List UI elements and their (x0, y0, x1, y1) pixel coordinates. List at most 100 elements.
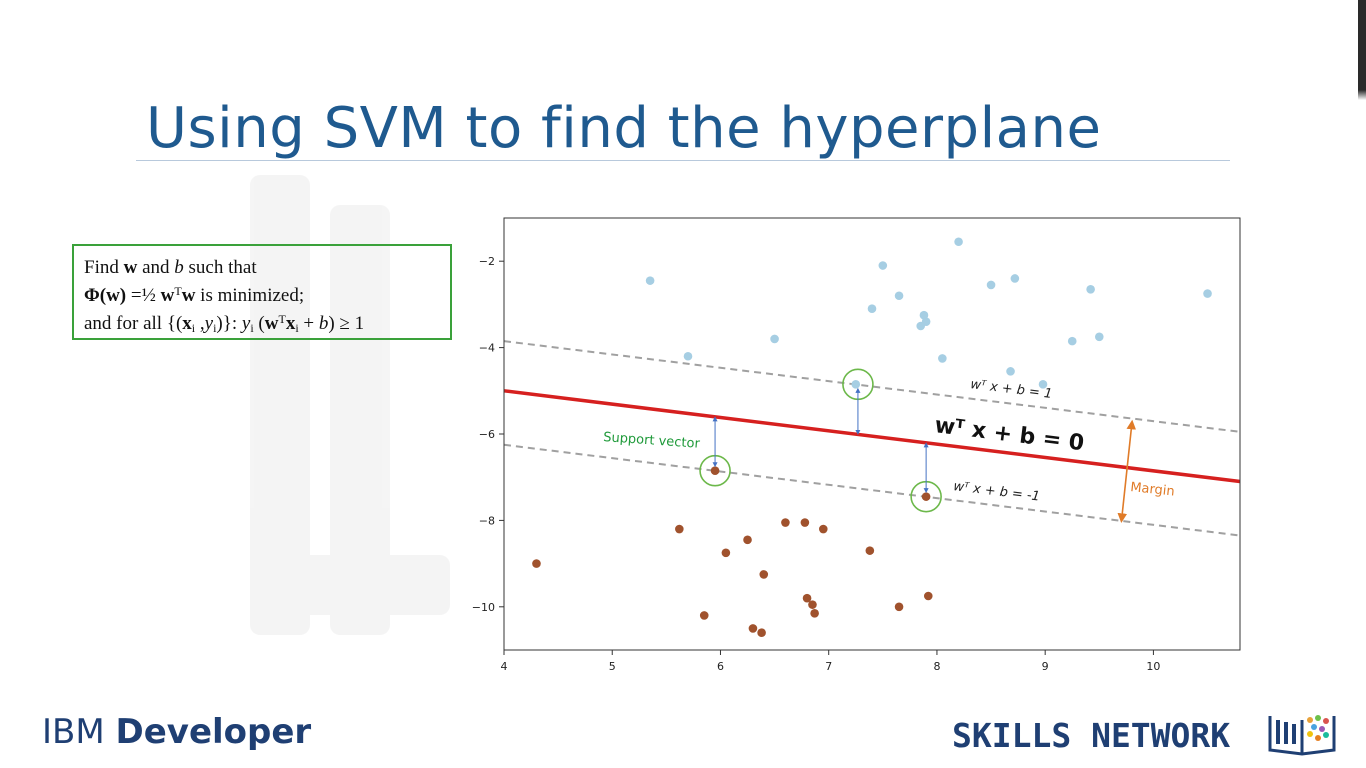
var-w: w (181, 285, 196, 306)
skills-network-book-icon (1268, 715, 1336, 756)
margin-line (503, 340, 1241, 433)
class-a-point (894, 291, 904, 301)
var-w: w (123, 257, 138, 278)
formula-line-2: Φ(w) =½ wTw is minimized; (84, 282, 440, 310)
var-y: y (204, 313, 214, 334)
optimization-formula-box: Find w and b such that Φ(w) =½ wTw is mi… (72, 244, 452, 340)
background-logo-watermark (250, 175, 450, 645)
class-b-point (865, 546, 875, 555)
class-b-point (743, 535, 752, 545)
x-tick-label: 9 (1042, 660, 1049, 673)
x-tick-label: 10 (1146, 660, 1160, 673)
class-b-point (699, 611, 709, 620)
class-b-point (675, 524, 684, 534)
class-a-point (683, 351, 693, 361)
brand-ibm: IBM (42, 712, 116, 752)
class-a-point (1010, 274, 1020, 283)
class-b-point (532, 559, 541, 568)
class-a-point (1038, 380, 1048, 389)
x-tick-label: 8 (933, 660, 940, 673)
class-a-point (954, 237, 963, 247)
window-edge (1358, 0, 1366, 768)
x-tick-label: 5 (609, 660, 616, 673)
var-x: x (182, 313, 192, 334)
margin-line (503, 443, 1241, 537)
text: )}: (216, 313, 242, 334)
text: is minimized; (195, 285, 305, 306)
class-b-point (748, 624, 758, 633)
subscript: i (191, 321, 196, 335)
class-a-point (1203, 289, 1212, 298)
class-a-point (1094, 332, 1104, 342)
class-a-point (986, 280, 996, 290)
class-b-point (923, 591, 933, 601)
text: + (298, 313, 319, 334)
text: ) ≥ 1 (328, 313, 365, 334)
class-b-point (800, 518, 810, 527)
class-b-point (808, 600, 817, 609)
slide-title: Using SVM to find the hyperplane (146, 96, 1102, 161)
class-b-point (710, 466, 720, 476)
text: and (137, 257, 175, 278)
margin-label: Margin (1130, 480, 1176, 500)
transpose: T (174, 284, 182, 298)
y-tick-label: −2 (479, 255, 495, 268)
subscript: i (250, 321, 254, 335)
support-vector-label: Support vector (603, 430, 701, 452)
class-a-point (1086, 284, 1095, 294)
text: Find (84, 257, 124, 278)
x-tick-label: 6 (717, 660, 724, 673)
class-b-point (894, 602, 904, 612)
class-a-point (919, 310, 929, 320)
subscript: i (213, 321, 217, 335)
class-a-point (851, 380, 861, 389)
text: =½ (126, 285, 161, 306)
text: and for all {( (84, 313, 183, 334)
formula-line-3: and for all {(xi ,yi)}: yi (wTxi + b) ≥ … (84, 310, 440, 338)
y-tick-label: −4 (479, 342, 495, 355)
y-tick-label: −8 (479, 514, 495, 527)
x-tick-label: 4 (501, 660, 508, 673)
subscript: i (295, 321, 299, 335)
class-b-point (810, 608, 819, 618)
var-y: y (241, 313, 251, 334)
svm-scatter-plot: 4 5 6 7 8 9 10 −2 −4 −6 −8 −10 wᵀ x + b = 1 wᵀ x + … (472, 217, 1241, 673)
var-b: b (174, 257, 184, 278)
class-a-point (770, 334, 779, 344)
brand-developer: Developer (115, 712, 312, 752)
lower-margin-label: wᵀ x + b = -1 (953, 479, 1041, 504)
hyperplane-line (503, 389, 1241, 484)
hyperplane-label: wᵀ x + b = 0 (933, 413, 1085, 456)
y-tick-label: −6 (479, 428, 495, 441)
class-a-point (1006, 367, 1015, 376)
title-underline (136, 160, 1230, 161)
x-tick-label: 7 (825, 660, 832, 673)
class-b-point (818, 524, 828, 534)
class-b-point (921, 492, 931, 501)
var-w: w (264, 313, 279, 334)
text: ( (253, 313, 265, 334)
formula-line-1: Find w and b such that (84, 254, 440, 282)
class-a-point (921, 317, 931, 326)
transpose: T (278, 312, 286, 326)
class-a-point (878, 261, 888, 270)
text: , (195, 313, 205, 334)
skills-network-logo: SKILLS NETWORK (952, 716, 1231, 755)
class-b-point (721, 548, 731, 558)
class-b-point (781, 518, 790, 527)
ibm-developer-logo: IBM Developer (42, 712, 311, 752)
text: such that (183, 257, 257, 278)
class-b-point (757, 628, 766, 638)
y-tick-label: −10 (472, 601, 495, 614)
class-a-point (645, 276, 655, 285)
class-b-point (802, 593, 812, 603)
phi-w: Φ(w) (84, 285, 127, 306)
var-b: b (318, 313, 329, 334)
class-a-point (1067, 336, 1077, 346)
var-w: w (160, 285, 175, 306)
margin-arrow (1117, 419, 1137, 523)
upper-margin-label: wᵀ x + b = 1 (970, 377, 1054, 402)
class-a-point (867, 304, 877, 314)
var-x: x (285, 313, 296, 334)
class-a-point (938, 354, 947, 363)
